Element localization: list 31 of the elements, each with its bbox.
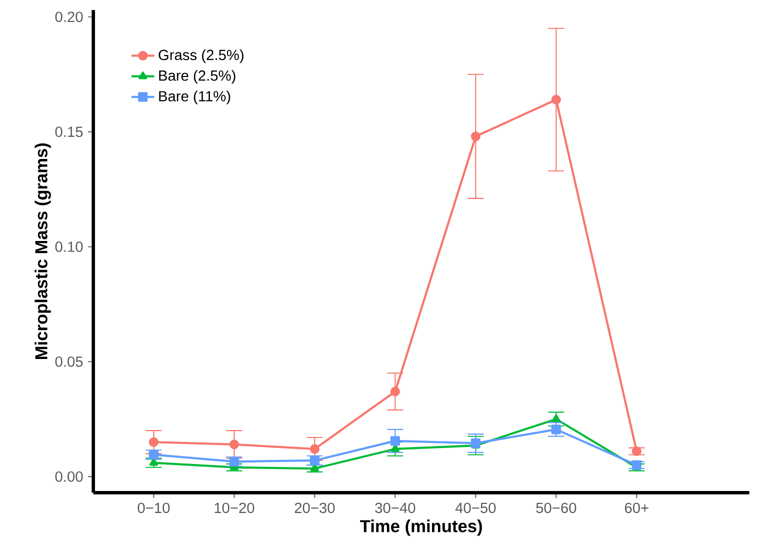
legend-label: Grass (2.5%) xyxy=(158,49,244,64)
point xyxy=(310,444,320,454)
point xyxy=(148,437,159,447)
x-tick-label: 30−40 xyxy=(375,502,416,514)
x-tick-label: 20−30 xyxy=(294,502,335,514)
x-tick-label: 10−20 xyxy=(214,502,254,514)
point xyxy=(310,456,320,466)
point xyxy=(229,456,240,466)
y-tick-label: 0.05 xyxy=(55,356,83,367)
y-axis-title: Microplastic Mass (grams) xyxy=(34,143,51,360)
legend-label: Bare (11%) xyxy=(159,90,230,104)
point xyxy=(632,460,642,470)
x-axis-title: Time (minutes) xyxy=(360,520,482,536)
point xyxy=(390,436,400,446)
x-tick-label: 60+ xyxy=(624,502,648,514)
point xyxy=(552,414,560,422)
point xyxy=(390,386,400,396)
y-tick-label: 0.20 xyxy=(55,12,83,22)
y-tick-label: 0.10 xyxy=(55,242,83,252)
point xyxy=(148,450,159,460)
point xyxy=(632,446,642,456)
legend-label: Bare (2.5%) xyxy=(159,70,236,84)
point xyxy=(470,132,480,142)
point xyxy=(551,424,561,434)
y-tick-label: 0.00 xyxy=(55,471,83,482)
x-tick-label: 40−50 xyxy=(455,502,496,514)
x-tick-label: 50−60 xyxy=(536,502,576,514)
point xyxy=(551,94,561,104)
point xyxy=(229,440,240,450)
x-tick-label: 0−10 xyxy=(138,502,170,514)
y-tick-label: 0.15 xyxy=(55,126,83,138)
